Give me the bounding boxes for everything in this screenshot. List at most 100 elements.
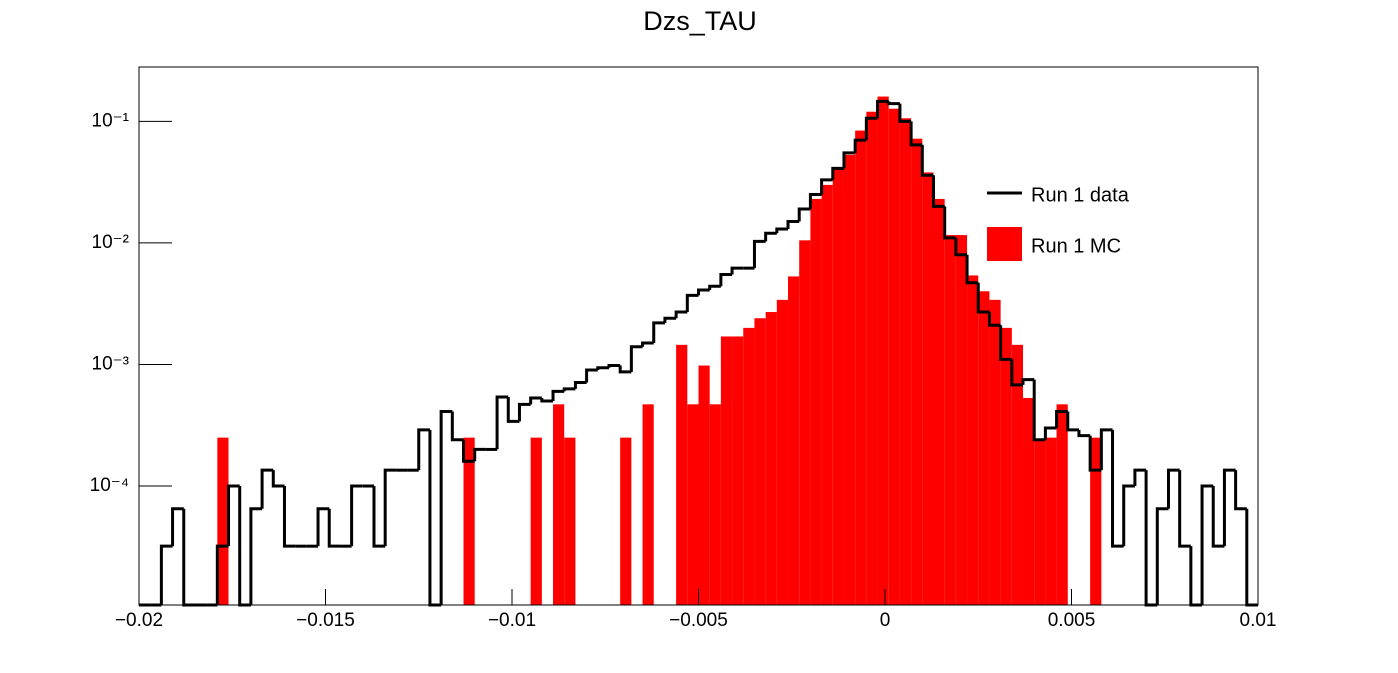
- step-segment: [685, 293, 699, 313]
- step-segment: [1166, 468, 1180, 509]
- bar: [564, 437, 576, 605]
- step-segment: [786, 220, 800, 230]
- x-tick-label: 0: [880, 610, 891, 631]
- step-segment: [954, 237, 968, 257]
- bar: [1045, 437, 1057, 605]
- bar: [1000, 327, 1012, 605]
- step-segment: [350, 484, 363, 547]
- step-segment: [1066, 411, 1079, 432]
- step-segment: [618, 365, 632, 374]
- bar: [821, 184, 833, 605]
- step-segment: [562, 387, 576, 392]
- bar: [888, 108, 900, 605]
- step-segment: [1032, 379, 1046, 442]
- step-segment: [641, 341, 654, 347]
- step-segment: [551, 389, 565, 402]
- step-segment: [652, 321, 665, 344]
- step-segment: [1211, 486, 1225, 548]
- bar: [765, 312, 777, 605]
- step-segment: [1088, 435, 1102, 472]
- step-segment: [864, 116, 878, 141]
- bar: [899, 118, 912, 605]
- step-segment: [439, 410, 453, 605]
- step-segment: [260, 468, 274, 509]
- chart-title: Dzs_TAU: [643, 6, 757, 36]
- step-segment: [719, 272, 733, 287]
- step-segment: [417, 428, 430, 471]
- step-segment: [282, 486, 296, 548]
- step-segment: [920, 144, 934, 177]
- step-segment: [372, 486, 386, 548]
- step-segment: [909, 121, 923, 147]
- bar: [855, 130, 867, 605]
- step-segment: [1010, 359, 1024, 387]
- step-segment: [1222, 468, 1236, 547]
- legend-label: Run 1 MC: [1031, 235, 1121, 257]
- bar: [944, 235, 956, 606]
- step-segment: [898, 103, 912, 123]
- y-tick-label: 10⁻²: [92, 232, 130, 253]
- step-segment: [1122, 484, 1135, 547]
- bar: [843, 154, 856, 605]
- step-segment: [1055, 410, 1068, 429]
- step-segment: [965, 254, 979, 285]
- step-segment: [629, 345, 643, 372]
- bar: [732, 336, 744, 605]
- legend-swatch: [987, 227, 1022, 261]
- legend-label: Run 1 data: [1031, 184, 1130, 206]
- step-segment: [573, 381, 587, 389]
- step-segment: [1099, 428, 1113, 471]
- bar: [217, 437, 229, 605]
- bar: [933, 198, 945, 605]
- step-segment: [1234, 470, 1247, 511]
- bar: [642, 404, 654, 605]
- bar: [922, 172, 934, 606]
- bar: [1090, 437, 1102, 605]
- step-segment: [171, 507, 184, 547]
- bar: [788, 276, 800, 605]
- x-tick-label: −0.02: [115, 610, 163, 631]
- step-segment: [495, 395, 509, 450]
- step-segment: [316, 507, 330, 547]
- step-segment: [831, 166, 844, 180]
- step-segment: [797, 207, 811, 222]
- step-segment: [585, 368, 598, 383]
- bar: [877, 96, 889, 605]
- step-segment: [159, 544, 173, 605]
- step-segment: [215, 544, 229, 605]
- bar: [530, 437, 542, 605]
- step-segment: [1021, 378, 1035, 385]
- bar: [1023, 397, 1035, 605]
- step-segment: [820, 178, 833, 195]
- bar: [989, 299, 1001, 605]
- x-tick-label: −0.015: [296, 610, 355, 631]
- step-segment: [596, 366, 609, 371]
- bar: [553, 404, 565, 605]
- y-tick-label: 10⁻¹: [92, 110, 130, 131]
- step-segment: [529, 396, 542, 405]
- step-segment: [327, 508, 341, 548]
- step-segment: [1133, 468, 1147, 487]
- step-segment: [876, 99, 889, 119]
- step-segment: [752, 239, 766, 269]
- step-segment: [808, 193, 822, 210]
- step-segment: [383, 468, 397, 547]
- step-segment: [842, 151, 856, 169]
- step-segment: [976, 282, 990, 314]
- step-segment: [227, 484, 240, 547]
- step-segment: [1111, 429, 1124, 548]
- step-segment: [764, 231, 777, 242]
- step-segment: [1200, 484, 1214, 605]
- bar: [620, 437, 632, 605]
- bar: [799, 240, 811, 605]
- step-segment: [607, 364, 621, 368]
- x-tick-label: −0.005: [669, 610, 728, 631]
- bar: [776, 299, 789, 605]
- x-tick-label: 0.01: [1240, 610, 1277, 631]
- step-segment: [506, 396, 520, 423]
- step-segment: [1155, 507, 1169, 605]
- step-segment: [1077, 429, 1091, 438]
- step-segment: [943, 206, 956, 240]
- x-tick-label: −0.01: [488, 610, 536, 631]
